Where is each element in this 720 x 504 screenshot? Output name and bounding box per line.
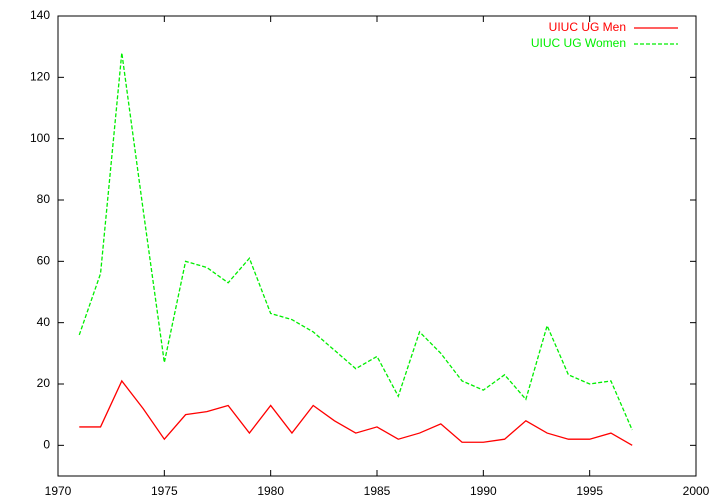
y-tick-label: 140 [30,8,50,22]
x-tick-label: 1970 [45,484,72,498]
x-tick-label: 1995 [576,484,603,498]
x-tick-label: 1985 [364,484,391,498]
y-tick-label: 80 [37,192,51,206]
y-tick-label: 100 [30,131,50,145]
data-line [79,379,633,446]
legend-label: UIUC UG Men [549,20,626,34]
y-tick-label: 0 [43,438,50,452]
y-tick-label: 40 [37,315,51,329]
plot-frame [57,15,697,477]
legend-label: UIUC UG Women [531,36,626,50]
x-tick-label: 1980 [257,484,284,498]
y-tick-label: 120 [30,70,50,84]
y-tick-label: 60 [37,254,51,268]
x-tick-label: 1975 [151,484,178,498]
data-line [78,52,633,431]
x-tick-label: 2000 [683,484,710,498]
x-tick-label: 1990 [470,484,497,498]
y-tick-label: 20 [37,376,51,390]
